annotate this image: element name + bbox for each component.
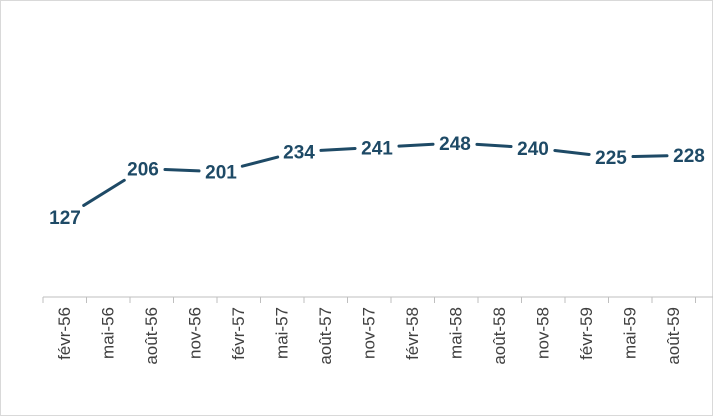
data-label: 228 [673, 146, 705, 167]
data-label: 206 [127, 160, 159, 181]
series-line-segment [553, 148, 591, 156]
x-tick-label: nov-57 [359, 307, 378, 359]
x-tick-label: févr-56 [55, 307, 74, 360]
series-line-segment [82, 178, 126, 207]
data-label: 241 [361, 138, 393, 159]
series-line-segment [240, 155, 280, 168]
series-line-segment [397, 142, 435, 148]
x-tick-label: mai-59 [620, 307, 639, 359]
data-label: 201 [205, 163, 237, 184]
x-tick-label: févr-58 [403, 307, 422, 360]
x-tick-label: août-58 [490, 307, 509, 365]
series-line-segment [319, 146, 357, 152]
x-tick-label: août-56 [142, 307, 161, 365]
x-tick-label: août-57 [316, 307, 335, 365]
x-tick-label: août-59 [664, 307, 683, 365]
x-tick-label: mai-56 [98, 307, 117, 359]
x-tick-label: mai-58 [446, 307, 465, 359]
series-line-segment [631, 154, 669, 159]
series-line-segment [475, 142, 513, 149]
x-tick-label: mai-57 [272, 307, 291, 359]
x-tick-label: nov-58 [533, 307, 552, 359]
data-label: 248 [439, 134, 471, 155]
series-line-segment [163, 168, 201, 173]
x-tick-label: févr-57 [229, 307, 248, 360]
data-label: 240 [517, 139, 549, 160]
data-label: 225 [595, 148, 627, 169]
data-label: 127 [49, 208, 81, 229]
x-tick-label: nov-56 [185, 307, 204, 359]
data-label: 234 [283, 143, 315, 164]
x-tick-label: févr-59 [577, 307, 596, 360]
